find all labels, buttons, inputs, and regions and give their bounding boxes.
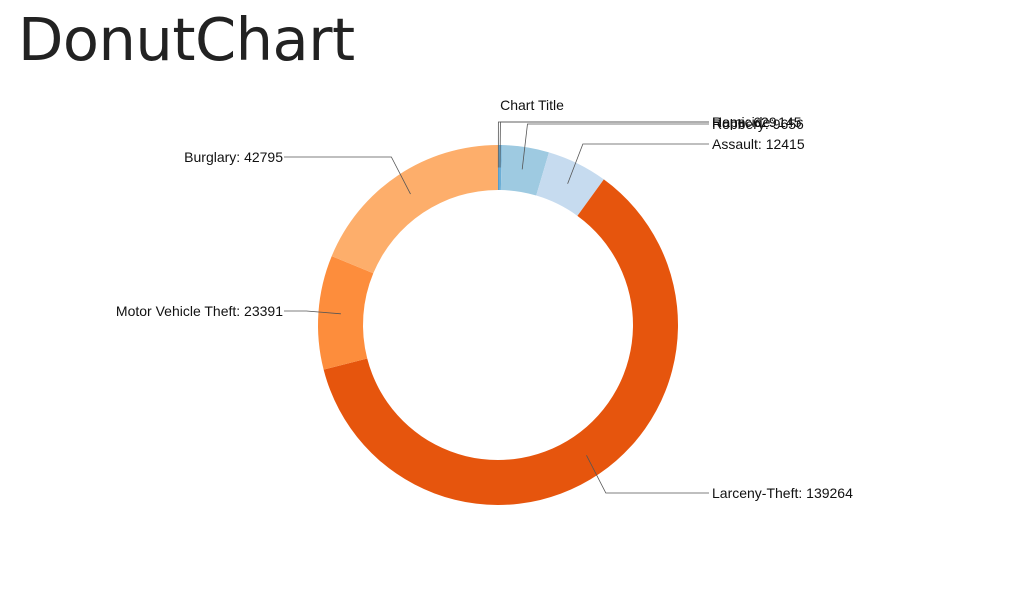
donut-slice-rape: [498, 145, 502, 191]
label-leader-lines: [284, 121, 709, 494]
slice-label-burglary: Burglary: 42795: [184, 149, 283, 165]
leader-line-motor-vehicle-theft: [284, 310, 341, 315]
leader-line-burglary: [284, 156, 411, 195]
donut-slices: [318, 145, 678, 505]
donut-slice-robbery: [500, 145, 549, 196]
slice-label-larceny-theft: Larceny-Theft: 139264: [712, 485, 853, 501]
slice-label-robbery: Robbery: 9656: [712, 116, 804, 132]
donut-slice-motor-vehicle-theft: [318, 256, 374, 370]
slice-label-assault: Assault: 12415: [712, 136, 805, 152]
donut-slice-burglary: [331, 145, 498, 274]
slice-label-rape: Rape: 629: [712, 114, 777, 130]
page-title: DonutChart: [18, 5, 355, 74]
leader-line-rape: [499, 121, 709, 168]
leader-line-robbery: [521, 123, 709, 170]
leader-line-larceny-theft: [586, 455, 709, 494]
slice-label-motor-vehicle-theft: Motor Vehicle Theft: 23391: [116, 303, 283, 319]
donut-slice-assault: [536, 152, 604, 216]
leader-line-assault: [567, 143, 709, 184]
chart-title: Chart Title: [500, 97, 564, 113]
slice-label-homicide: Homicide: 145: [712, 114, 802, 130]
